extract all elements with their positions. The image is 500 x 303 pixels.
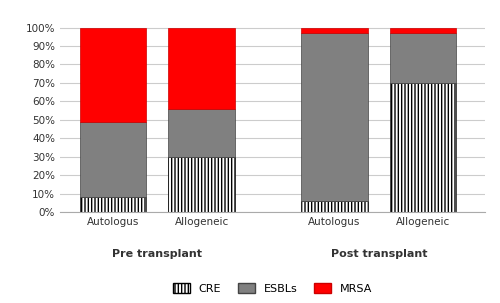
- Text: Post transplant: Post transplant: [330, 249, 427, 259]
- Bar: [390, 28, 456, 33]
- Text: Pre transplant: Pre transplant: [112, 249, 202, 259]
- Bar: [390, 83, 456, 212]
- Bar: [302, 28, 368, 33]
- Bar: [80, 122, 146, 197]
- Bar: [302, 33, 368, 201]
- Bar: [302, 201, 368, 212]
- Bar: [80, 28, 146, 122]
- Bar: [168, 28, 235, 109]
- Bar: [390, 33, 456, 83]
- Bar: [168, 157, 235, 212]
- Bar: [80, 197, 146, 212]
- Legend: CRE, ESBLs, MRSA: CRE, ESBLs, MRSA: [168, 278, 376, 298]
- Bar: [168, 109, 235, 157]
